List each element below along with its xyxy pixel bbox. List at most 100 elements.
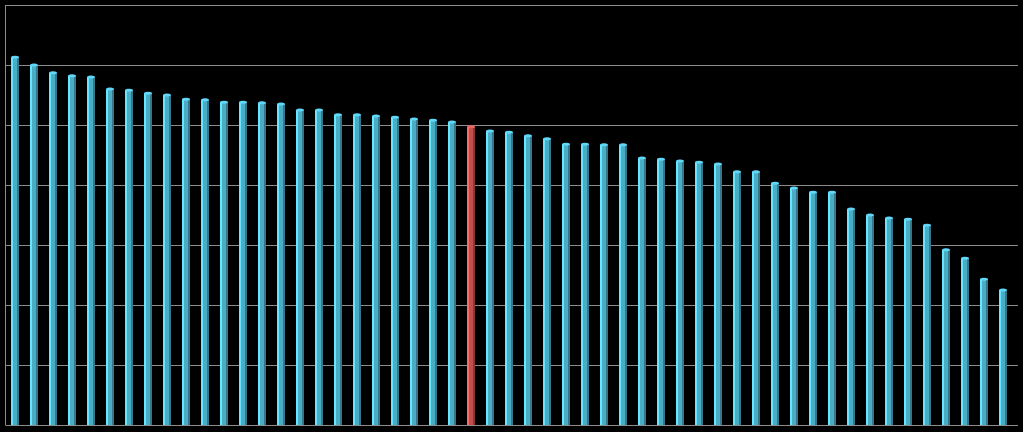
- bar: [790, 186, 798, 425]
- bar-part: [182, 97, 190, 101]
- bar: [733, 170, 741, 425]
- bar: [847, 207, 855, 425]
- bar: [68, 74, 76, 426]
- bar-part: [106, 87, 114, 91]
- bar-part: [606, 144, 608, 426]
- bar-part: [11, 55, 19, 59]
- bar-part: [74, 75, 76, 426]
- bar-part: [410, 119, 412, 425]
- bar: [771, 181, 779, 425]
- bar-part: [220, 102, 222, 425]
- bar-part: [866, 215, 868, 425]
- bar-part: [87, 77, 89, 425]
- bar-part: [505, 132, 513, 425]
- bar-part: [391, 115, 399, 119]
- bar-part: [847, 207, 855, 211]
- bar-part: [334, 114, 342, 426]
- bar-part: [505, 132, 507, 425]
- bar-part: [239, 102, 247, 425]
- bar-part: [277, 104, 285, 425]
- bar-part: [524, 134, 532, 138]
- bar-part: [49, 72, 51, 426]
- bar-part: [638, 158, 640, 425]
- bar: [201, 98, 209, 426]
- bar-part: [815, 192, 817, 425]
- bar-part: [568, 144, 570, 425]
- bar-part: [359, 114, 361, 426]
- bar-part: [619, 144, 621, 426]
- bar-part: [524, 135, 526, 426]
- bar-part: [435, 120, 437, 425]
- bar-part: [549, 138, 551, 426]
- bar-part: [188, 99, 190, 425]
- bar-part: [790, 188, 798, 425]
- bar-part: [473, 126, 475, 426]
- bar: [353, 113, 361, 426]
- bar: [600, 143, 608, 426]
- bar-part: [353, 114, 355, 426]
- bar: [182, 97, 190, 425]
- bar-part: [239, 102, 241, 425]
- bar-part: [853, 209, 855, 425]
- bar-part: [638, 156, 646, 160]
- bar-part: [980, 277, 988, 281]
- bar-part: [220, 100, 228, 104]
- bar-part: [562, 142, 570, 146]
- bar-part: [258, 102, 260, 426]
- bar-part: [144, 93, 146, 425]
- bar-part: [695, 162, 697, 425]
- bar: [866, 213, 874, 425]
- bar-part: [201, 99, 209, 426]
- bar-part: [296, 110, 304, 425]
- bar-part: [676, 161, 678, 425]
- bar-part: [790, 188, 792, 425]
- bar-part: [600, 144, 602, 426]
- bar-part: [980, 279, 982, 425]
- bar-part: [277, 102, 285, 106]
- bar: [144, 91, 152, 425]
- bar-part: [891, 218, 893, 425]
- bar-part: [87, 75, 95, 79]
- bar-part: [695, 162, 703, 425]
- bar-part: [619, 143, 627, 147]
- bar-part: [467, 125, 475, 129]
- bar-part: [163, 93, 171, 97]
- bar-part: [150, 93, 152, 425]
- bar: [619, 143, 627, 426]
- bar-part: [872, 215, 874, 425]
- bar-part: [828, 192, 830, 425]
- bar: [562, 142, 570, 425]
- bar-part: [967, 258, 969, 425]
- bar: [106, 87, 114, 425]
- bar-part: [638, 158, 646, 425]
- bar: [87, 75, 95, 425]
- bar: [942, 248, 950, 425]
- bar-part: [904, 219, 912, 425]
- bar-part: [340, 114, 342, 426]
- bar-part: [429, 118, 437, 122]
- bar-part: [771, 181, 779, 185]
- bar: [999, 288, 1007, 425]
- bar-part: [448, 122, 456, 425]
- bar-part: [657, 159, 659, 425]
- bar-part: [1005, 290, 1007, 425]
- bar: [11, 55, 19, 425]
- bar-part: [125, 90, 133, 425]
- bar-part: [739, 171, 741, 425]
- bar: [334, 113, 342, 426]
- bar-part: [125, 88, 133, 92]
- bar-part: [36, 65, 38, 425]
- bar-part: [315, 110, 323, 425]
- bar-part: [429, 120, 437, 425]
- bar: [49, 71, 57, 426]
- bar: [809, 190, 817, 425]
- bar-part: [834, 192, 836, 425]
- bar: [752, 170, 760, 425]
- bar-part: [752, 170, 760, 174]
- bar-part: [55, 72, 57, 426]
- bar-part: [30, 65, 32, 425]
- bar-part: [961, 258, 963, 425]
- bar-part: [353, 113, 361, 117]
- bar-part: [144, 93, 152, 425]
- bar: [429, 118, 437, 425]
